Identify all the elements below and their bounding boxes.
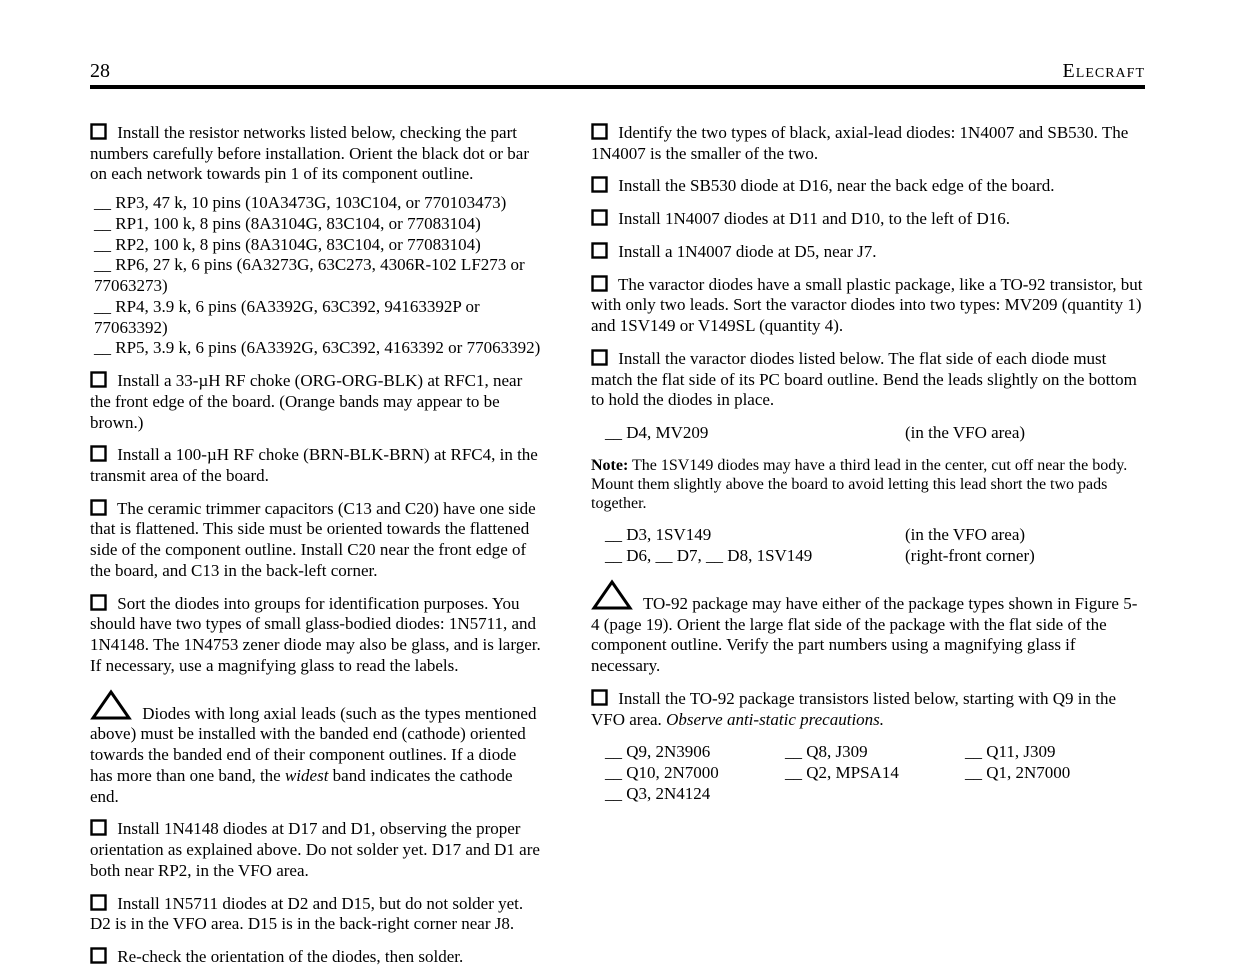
step-varactor-sort: The varactor diodes have a small plastic… <box>591 275 1145 337</box>
brand-name: Elecraft <box>1063 60 1145 83</box>
list-item: __ RP5, 3.9 k, 6 pins (6A3392G, 63C392, … <box>94 338 543 359</box>
d4-loc: (in the VFO area) <box>905 423 1025 444</box>
trans-cell: __ Q8, J309 <box>785 742 965 763</box>
resistor-list: __ RP3, 47 k, 10 pins (10A3473G, 103C104… <box>90 193 543 359</box>
trans-cell: __ Q11, J309 <box>965 742 1145 763</box>
trans-cell <box>965 784 1145 805</box>
checkbox-icon <box>90 445 107 462</box>
step-rfc1: Install a 33-µH RF choke (ORG-ORG-BLK) a… <box>90 371 543 433</box>
list-item: __ RP2, 100 k, 8 pins (8A3104G, 83C104, … <box>94 235 543 256</box>
checkbox-icon <box>90 819 107 836</box>
step-text: Identify the two types of black, axial-l… <box>591 123 1128 163</box>
step-1n5711: Install 1N5711 diodes at D2 and D15, but… <box>90 894 543 935</box>
step-text: The varactor diodes have a small plastic… <box>591 275 1143 335</box>
page-header: 28 Elecraft <box>90 60 1145 83</box>
step-1n4007-b: Install a 1N4007 diode at D5, near J7. <box>591 242 1145 263</box>
list-item: __ RP1, 100 k, 8 pins (8A3104G, 83C104, … <box>94 214 543 235</box>
checkbox-icon <box>90 371 107 388</box>
step-text: Install the varactor diodes listed below… <box>591 349 1137 409</box>
checkbox-icon <box>90 947 107 964</box>
step-text: Re-check the orientation of the diodes, … <box>117 947 463 966</box>
checkbox-icon <box>90 123 107 140</box>
warning-diode-orientation: Diodes with long axial leads (such as th… <box>90 689 543 808</box>
step-text: Install a 100-µH RF choke (BRN-BLK-BRN) … <box>90 445 538 485</box>
transistor-grid: __ Q9, 2N3906 __ Q8, J309 __ Q11, J309 _… <box>591 742 1145 804</box>
checkbox-icon <box>591 689 608 706</box>
warning-text: TO-92 package may have either of the pac… <box>591 594 1137 675</box>
step-to92-install: Install the TO-92 package transistors li… <box>591 689 1145 730</box>
step-text: Install 1N4148 diodes at D17 and D1, obs… <box>90 819 540 879</box>
step-text: Install a 33-µH RF choke (ORG-ORG-BLK) a… <box>90 371 522 431</box>
step-varactor-install: Install the varactor diodes listed below… <box>591 349 1145 411</box>
d4-part: __ D4, MV209 <box>605 423 905 444</box>
step-identify-axial: Identify the two types of black, axial-l… <box>591 123 1145 164</box>
checkbox-icon <box>591 242 608 259</box>
d678-part: __ D6, __ D7, __ D8, 1SV149 <box>605 546 905 567</box>
step-1n4148: Install 1N4148 diodes at D17 and D1, obs… <box>90 819 543 881</box>
d3-loc: (in the VFO area) <box>905 525 1025 546</box>
list-item: __ RP6, 27 k, 6 pins (6A3273G, 63C273, 4… <box>94 255 543 296</box>
d678-loc: (right-front corner) <box>905 546 1035 567</box>
step-rfc4: Install a 100-µH RF choke (BRN-BLK-BRN) … <box>90 445 543 486</box>
note-1sv149: Note: The 1SV149 diodes may have a third… <box>591 456 1145 514</box>
checkbox-icon <box>591 176 608 193</box>
checkbox-icon <box>591 275 608 292</box>
d4-row: __ D4, MV209 (in the VFO area) <box>591 423 1145 444</box>
trans-cell: __ Q3, 2N4124 <box>605 784 785 805</box>
step-text: Sort the diodes into groups for identifi… <box>90 594 541 675</box>
step-trimmer-caps: The ceramic trimmer capacitors (C13 and … <box>90 499 543 582</box>
checkbox-icon <box>90 894 107 911</box>
checkbox-icon <box>591 349 608 366</box>
step-sort-diodes: Sort the diodes into groups for identifi… <box>90 594 543 677</box>
step-resistor-networks: Install the resistor networks listed bel… <box>90 123 543 185</box>
step-text: Install 1N5711 diodes at D2 and D15, but… <box>90 894 523 934</box>
step-text: The ceramic trimmer capacitors (C13 and … <box>90 499 536 580</box>
checkbox-icon <box>90 594 107 611</box>
left-column: Install the resistor networks listed bel… <box>90 123 543 980</box>
step-text: Install 1N4007 diodes at D11 and D10, to… <box>618 209 1010 228</box>
1sv149-list: __ D3, 1SV149 (in the VFO area) __ D6, _… <box>591 525 1145 566</box>
trans-cell: __ Q2, MPSA14 <box>785 763 965 784</box>
antistatic-note: Observe anti-static precautions. <box>666 710 884 729</box>
warning-triangle-icon <box>90 689 132 721</box>
step-text: Install a 1N4007 diode at D5, near J7. <box>618 242 876 261</box>
emphasis-widest: widest <box>285 766 328 785</box>
step-sb530: Install the SB530 diode at D16, near the… <box>591 176 1145 197</box>
list-item: __ RP4, 3.9 k, 6 pins (6A3392G, 63C392, … <box>94 297 543 338</box>
checkbox-icon <box>591 209 608 226</box>
note-body: The 1SV149 diodes may have a third lead … <box>591 457 1127 512</box>
checkbox-icon <box>90 499 107 516</box>
step-1n4007-a: Install 1N4007 diodes at D11 and D10, to… <box>591 209 1145 230</box>
right-column: Identify the two types of black, axial-l… <box>591 123 1145 980</box>
step-recheck-solder: Re-check the orientation of the diodes, … <box>90 947 543 968</box>
list-item: __ RP3, 47 k, 10 pins (10A3473G, 103C104… <box>94 193 543 214</box>
trans-cell <box>785 784 965 805</box>
step-text: Install the SB530 diode at D16, near the… <box>618 176 1054 195</box>
page-number: 28 <box>90 60 110 83</box>
trans-cell: __ Q1, 2N7000 <box>965 763 1145 784</box>
trans-cell: __ Q10, 2N7000 <box>605 763 785 784</box>
note-label: Note: <box>591 457 628 474</box>
header-rule <box>90 85 1145 89</box>
d3-part: __ D3, 1SV149 <box>605 525 905 546</box>
checkbox-icon <box>591 123 608 140</box>
warning-triangle-icon <box>591 579 633 611</box>
warning-to92: TO-92 package may have either of the pac… <box>591 579 1145 677</box>
trans-cell: __ Q9, 2N3906 <box>605 742 785 763</box>
step-text: Install the resistor networks listed bel… <box>90 123 529 183</box>
